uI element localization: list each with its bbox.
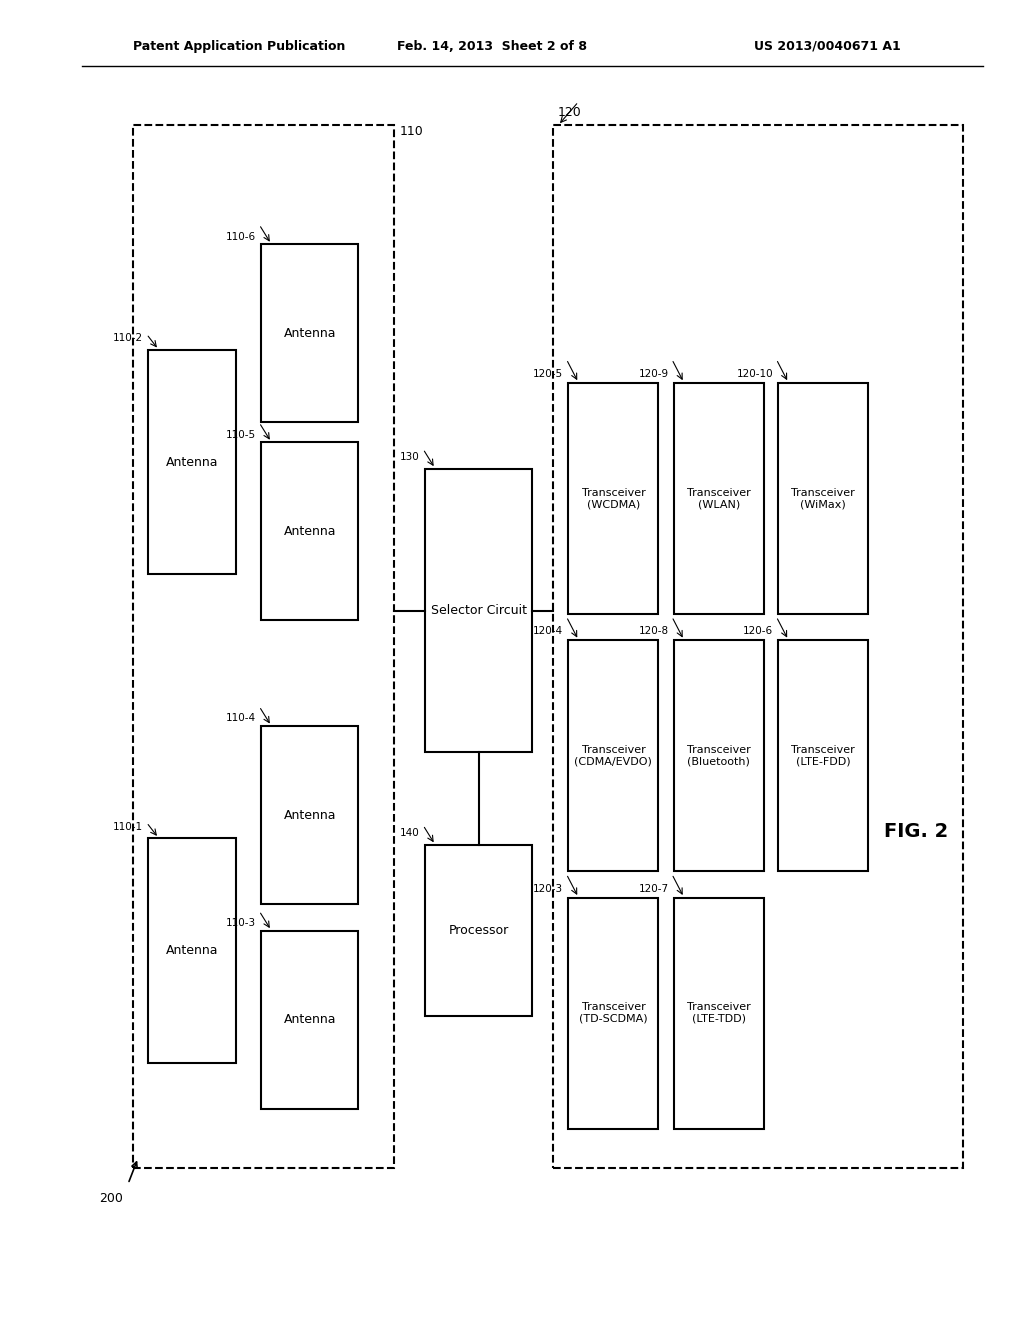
Text: Antenna: Antenna xyxy=(166,944,218,957)
FancyBboxPatch shape xyxy=(425,845,532,1016)
Text: 120-10: 120-10 xyxy=(736,368,773,379)
Text: 120-7: 120-7 xyxy=(639,883,669,894)
Text: Transceiver
(WiMax): Transceiver (WiMax) xyxy=(792,487,855,510)
Text: Patent Application Publication: Patent Application Publication xyxy=(133,40,345,53)
Text: 120-6: 120-6 xyxy=(743,626,773,636)
Text: Antenna: Antenna xyxy=(166,455,218,469)
FancyBboxPatch shape xyxy=(568,383,658,614)
Text: FIG. 2: FIG. 2 xyxy=(885,822,948,841)
Text: 130: 130 xyxy=(400,451,420,462)
Text: 110: 110 xyxy=(399,125,423,139)
Text: 110-5: 110-5 xyxy=(226,429,256,440)
FancyBboxPatch shape xyxy=(674,383,764,614)
Text: Transceiver
(LTE-FDD): Transceiver (LTE-FDD) xyxy=(792,744,855,767)
Text: 120-5: 120-5 xyxy=(534,368,563,379)
Text: Antenna: Antenna xyxy=(284,525,336,537)
FancyBboxPatch shape xyxy=(133,125,394,1168)
Text: Transceiver
(Bluetooth): Transceiver (Bluetooth) xyxy=(687,744,751,767)
Text: 110-4: 110-4 xyxy=(226,713,256,723)
Text: 110-1: 110-1 xyxy=(114,821,143,832)
FancyBboxPatch shape xyxy=(674,640,764,871)
Text: Selector Circuit: Selector Circuit xyxy=(431,605,526,616)
Text: 110-3: 110-3 xyxy=(226,917,256,928)
FancyBboxPatch shape xyxy=(778,640,868,871)
Text: 120: 120 xyxy=(558,106,582,119)
Text: 120-9: 120-9 xyxy=(639,368,669,379)
Text: 140: 140 xyxy=(400,828,420,838)
Text: 110-2: 110-2 xyxy=(114,333,143,343)
FancyBboxPatch shape xyxy=(261,442,358,620)
Text: 110-6: 110-6 xyxy=(226,231,256,242)
Text: Antenna: Antenna xyxy=(284,1014,336,1026)
FancyBboxPatch shape xyxy=(425,469,532,752)
FancyBboxPatch shape xyxy=(553,125,963,1168)
Text: Antenna: Antenna xyxy=(284,809,336,821)
FancyBboxPatch shape xyxy=(674,898,764,1129)
Text: US 2013/0040671 A1: US 2013/0040671 A1 xyxy=(755,40,901,53)
Text: Transceiver
(TD-SCDMA): Transceiver (TD-SCDMA) xyxy=(579,1002,648,1024)
FancyBboxPatch shape xyxy=(568,898,658,1129)
Text: Processor: Processor xyxy=(449,924,509,937)
FancyBboxPatch shape xyxy=(568,640,658,871)
Text: Antenna: Antenna xyxy=(284,327,336,339)
FancyBboxPatch shape xyxy=(261,726,358,904)
Text: 120-4: 120-4 xyxy=(534,626,563,636)
Text: 200: 200 xyxy=(99,1192,123,1205)
Text: Transceiver
(WLAN): Transceiver (WLAN) xyxy=(687,487,751,510)
Text: Transceiver
(WCDMA): Transceiver (WCDMA) xyxy=(582,487,645,510)
FancyBboxPatch shape xyxy=(261,244,358,422)
Text: 120-3: 120-3 xyxy=(534,883,563,894)
FancyBboxPatch shape xyxy=(148,838,236,1063)
FancyBboxPatch shape xyxy=(261,931,358,1109)
Text: Transceiver
(LTE-TDD): Transceiver (LTE-TDD) xyxy=(687,1002,751,1024)
Text: Feb. 14, 2013  Sheet 2 of 8: Feb. 14, 2013 Sheet 2 of 8 xyxy=(396,40,587,53)
Text: 120-8: 120-8 xyxy=(639,626,669,636)
FancyBboxPatch shape xyxy=(148,350,236,574)
Text: Transceiver
(CDMA/EVDO): Transceiver (CDMA/EVDO) xyxy=(574,744,652,767)
FancyBboxPatch shape xyxy=(778,383,868,614)
